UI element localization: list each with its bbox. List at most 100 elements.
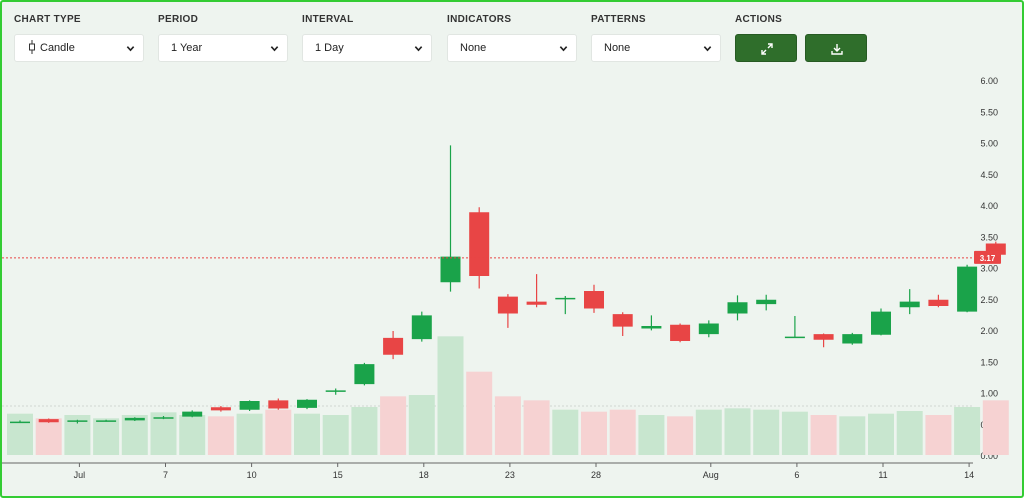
patterns-select[interactable]: None	[591, 34, 721, 62]
candle-body	[985, 243, 1006, 255]
candle-body	[555, 297, 576, 300]
period-select[interactable]: 1 Year	[158, 34, 288, 62]
candle-body	[497, 296, 518, 314]
candle-body	[383, 337, 404, 355]
candle-body	[871, 311, 891, 335]
candle-body	[584, 291, 604, 309]
volume-bar	[982, 400, 1009, 455]
volume-bar	[695, 409, 722, 455]
interval-control: INTERVAL 1 Day	[302, 14, 432, 62]
candle-body	[756, 299, 777, 305]
chart-type-select[interactable]: Candle	[14, 34, 144, 62]
candle-body	[957, 266, 978, 312]
candle-body	[641, 326, 662, 329]
chevron-down-icon	[270, 46, 279, 52]
y-tick-label: 5.00	[980, 139, 998, 149]
candle-body	[727, 302, 748, 314]
candle-body	[354, 364, 375, 385]
volume-bar	[667, 416, 694, 455]
volume-bar	[925, 415, 952, 455]
download-button[interactable]	[805, 34, 867, 62]
x-tick-label: Jul	[74, 470, 86, 480]
period-value: 1 Year	[171, 42, 203, 54]
candle-body	[842, 334, 863, 344]
candle-body	[813, 334, 834, 340]
candle-body	[784, 336, 805, 339]
chevron-down-icon	[414, 46, 423, 52]
last-price-tag	[974, 250, 1001, 264]
candle-body	[325, 390, 346, 392]
candle-body	[698, 323, 719, 335]
volume-bar	[523, 400, 550, 455]
y-tick-label: 0.00	[980, 451, 998, 461]
volume-bar	[322, 415, 349, 455]
candlestick-chart[interactable]: 0.000.501.001.502.002.503.003.504.004.50…	[2, 72, 1022, 496]
chevron-down-icon	[703, 46, 712, 52]
candle-body	[612, 314, 633, 327]
interval-select[interactable]: 1 Day	[302, 34, 432, 62]
volume-bar	[466, 371, 493, 455]
volume-bar	[810, 415, 837, 455]
candle-body	[210, 407, 231, 411]
y-tick-label: 6.00	[980, 76, 998, 86]
patterns-value: None	[604, 42, 631, 54]
patterns-control: PATTERNS None	[591, 14, 721, 62]
volume-bar	[408, 395, 435, 455]
volume-bar	[351, 407, 378, 455]
indicators-control: INDICATORS None	[447, 14, 577, 62]
y-tick-label: 3.00	[980, 264, 998, 274]
chart-type-value: Candle	[40, 42, 75, 54]
volume-bar	[581, 411, 607, 455]
candle-body	[239, 401, 260, 410]
volume-bar	[121, 415, 148, 455]
period-label: PERIOD	[158, 14, 199, 25]
chart-toolbar: CHART TYPE Candle PERIOD 1 Year I	[2, 2, 1022, 72]
indicators-select[interactable]: None	[447, 34, 577, 62]
last-price-label: 3.17	[980, 254, 996, 263]
volume-bar	[207, 416, 234, 455]
y-tick-label: 3.50	[980, 232, 998, 242]
candle-body	[411, 315, 432, 340]
candle-body	[526, 301, 547, 305]
x-tick-label: 15	[333, 470, 343, 480]
candle-body	[928, 299, 949, 306]
volume-bar	[380, 396, 407, 455]
x-tick-label: 18	[419, 470, 429, 480]
volume-bar	[839, 416, 866, 455]
volume-bar	[150, 412, 177, 455]
actions-label: ACTIONS	[735, 14, 783, 25]
candle-body	[182, 411, 203, 417]
volume-bar	[7, 413, 33, 455]
x-tick-label: 7	[163, 470, 168, 480]
fullscreen-button[interactable]	[735, 34, 797, 62]
volume-bar	[294, 413, 320, 455]
volume-bar	[753, 409, 780, 455]
y-tick-label: 2.50	[980, 295, 998, 305]
candlestick-icon	[29, 40, 35, 55]
x-tick-label: 10	[247, 470, 257, 480]
indicators-label: INDICATORS	[447, 14, 512, 25]
volume-bar	[494, 396, 521, 455]
candle-body	[67, 420, 88, 422]
volume-bar	[265, 409, 292, 455]
period-control: PERIOD 1 Year	[158, 14, 288, 62]
y-tick-label: 2.00	[980, 326, 998, 336]
x-tick-label: Aug	[703, 470, 719, 480]
candle-body	[268, 400, 289, 409]
candle-body	[899, 301, 920, 308]
volume-bar	[35, 418, 62, 455]
volume-bar	[552, 409, 579, 455]
x-tick-label: 11	[878, 470, 887, 480]
volume-bar	[724, 408, 751, 455]
x-tick-label: 6	[794, 470, 799, 480]
y-tick-label: 1.50	[980, 357, 998, 367]
x-tick-label: 23	[505, 470, 515, 480]
candle-body	[469, 212, 490, 276]
patterns-label: PATTERNS	[591, 14, 646, 25]
candle-body	[440, 256, 461, 283]
interval-label: INTERVAL	[302, 14, 354, 25]
candle-body	[96, 420, 117, 422]
y-tick-label: 1.00	[980, 389, 998, 399]
y-tick-label: 4.50	[980, 170, 998, 180]
